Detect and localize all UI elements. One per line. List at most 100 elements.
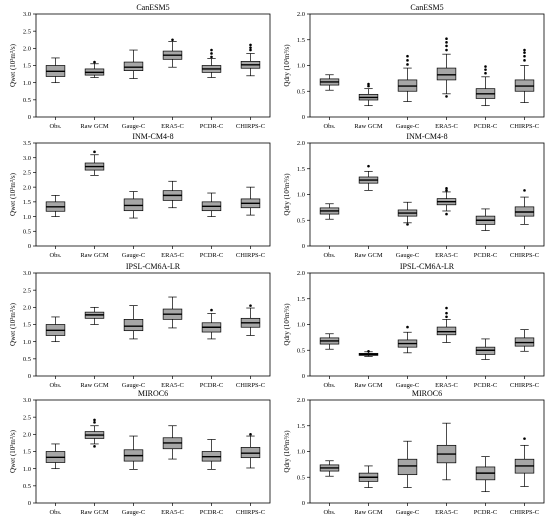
outlier-point xyxy=(93,421,96,424)
y-tick-label: 1.5 xyxy=(297,296,305,303)
box-gauge-c xyxy=(397,201,418,226)
box-gauge-c xyxy=(397,440,418,488)
y-tick-label: 0 xyxy=(302,500,305,507)
outlier-point xyxy=(406,59,409,62)
box-chirps-c xyxy=(240,186,261,216)
y-axis-label: Qwet (10³m³/s) xyxy=(9,302,17,346)
outlier-point xyxy=(445,315,448,319)
box-pcdr-c xyxy=(475,65,496,107)
y-tick-label: 1.5 xyxy=(23,199,31,206)
outlier-point xyxy=(445,41,448,44)
plot-frame xyxy=(309,272,545,377)
y-tick-label: 1.0 xyxy=(23,214,31,221)
panel-title: MIROC6 xyxy=(138,389,168,398)
outlier-point xyxy=(484,71,487,75)
x-tick-label: ERA5-C xyxy=(161,252,184,259)
panel-title: INM-CM4-8 xyxy=(406,132,447,141)
y-tick-label: 1.0 xyxy=(297,63,305,70)
box-gauge-c xyxy=(123,191,144,219)
outlier-point xyxy=(93,60,96,64)
box-obs xyxy=(319,203,340,220)
chart-panel-6: IPSL-CM6A-LR Qdry (10³m³/s) 0 0.5 1.0 1.5 2.0 O… xyxy=(283,262,545,389)
y-tick-label: 0 xyxy=(302,373,305,380)
box-gauge-c xyxy=(123,435,144,470)
y-tick-label: 2.0 xyxy=(23,46,31,53)
y-tick-label: 0 xyxy=(302,243,305,250)
outlier-point xyxy=(249,433,252,436)
y-axis-label: Qwet (10³m³/s) xyxy=(9,172,17,216)
outlier-point xyxy=(93,418,96,422)
box-raw-gcm xyxy=(358,164,379,191)
outlier-point xyxy=(406,63,409,66)
y-axis-label: Qdry (10³m³/s) xyxy=(283,303,291,346)
x-tick-label: Gauge-C xyxy=(122,382,145,389)
outlier-point xyxy=(367,82,370,86)
box-obs xyxy=(319,333,340,350)
box-era5-c xyxy=(162,296,183,329)
x-tick-label: Raw GCM xyxy=(80,382,109,389)
y-tick-label: 3.0 xyxy=(23,270,31,277)
y-tick-label: 0.5 xyxy=(23,228,31,235)
box-pcdr-c xyxy=(475,338,496,360)
y-tick-label: 0.5 xyxy=(297,474,305,481)
panel-title: CanESM5 xyxy=(136,3,169,12)
plot-frame xyxy=(35,142,271,247)
x-tick-label: Obs. xyxy=(323,382,335,389)
plot-frame xyxy=(35,13,271,118)
outlier-point xyxy=(445,212,448,216)
y-tick-label: 1.5 xyxy=(23,449,31,456)
y-tick-label: 1.0 xyxy=(297,449,305,456)
outlier-point xyxy=(523,48,526,52)
x-tick-label: PCDR-C xyxy=(474,509,497,516)
panel-title: IPSL-CM6A-LR xyxy=(400,262,455,271)
y-tick-label: 0.5 xyxy=(23,483,31,490)
x-tick-label: Gauge-C xyxy=(396,123,419,130)
x-tick-label: PCDR-C xyxy=(200,382,223,389)
y-tick-label: 2.5 xyxy=(23,414,31,421)
outlier-point xyxy=(484,68,487,71)
x-tick-label: Obs. xyxy=(49,123,61,130)
outlier-point xyxy=(445,306,448,310)
x-tick-label: Obs. xyxy=(323,252,335,259)
outlier-point xyxy=(210,48,213,52)
y-tick-label: 1.5 xyxy=(297,423,305,430)
outlier-point xyxy=(406,223,409,226)
y-axis-label: Qwet (10³m³/s) xyxy=(9,429,17,473)
box-era5-c xyxy=(436,37,457,98)
box-pcdr-c xyxy=(201,192,222,217)
box-era5-c xyxy=(162,425,183,460)
box-chirps-c xyxy=(514,437,535,487)
x-tick-label: ERA5-C xyxy=(161,382,184,389)
box-pcdr-c xyxy=(475,208,496,231)
x-tick-label: CHIRPS-C xyxy=(236,123,265,130)
box-era5-c xyxy=(436,306,457,343)
y-tick-label: 1.5 xyxy=(23,63,31,70)
y-tick-label: 0 xyxy=(28,373,31,380)
box-chirps-c xyxy=(240,304,261,336)
box-era5-c xyxy=(436,187,457,216)
x-tick-label: ERA5-C xyxy=(435,252,458,259)
y-tick-label: 1.0 xyxy=(23,80,31,87)
iqr-box xyxy=(123,319,144,332)
x-tick-label: Obs. xyxy=(49,252,61,259)
box-raw-gcm xyxy=(84,60,105,78)
box-pcdr-c xyxy=(475,456,496,493)
outlier-point xyxy=(445,48,448,52)
box-raw-gcm xyxy=(84,418,105,448)
box-pcdr-c xyxy=(201,48,222,78)
outlier-point xyxy=(249,43,252,47)
outlier-point xyxy=(406,54,409,58)
x-tick-label: Obs. xyxy=(49,509,61,516)
box-era5-c xyxy=(162,38,183,68)
x-tick-label: Gauge-C xyxy=(396,382,419,389)
outlier-point xyxy=(445,95,448,98)
x-tick-label: Raw GCM xyxy=(354,252,383,259)
x-tick-label: Obs. xyxy=(323,509,335,516)
box-era5-c xyxy=(162,180,183,209)
chart-panel-8: MIROC6 Qdry (10³m³/s) 0 0.5 1.0 1.5 2.0 Obs. Raw… xyxy=(283,389,545,516)
box-pcdr-c xyxy=(201,308,222,340)
outlier-point xyxy=(249,46,252,49)
y-tick-label: 2.0 xyxy=(297,11,305,18)
outlier-point xyxy=(249,304,252,307)
